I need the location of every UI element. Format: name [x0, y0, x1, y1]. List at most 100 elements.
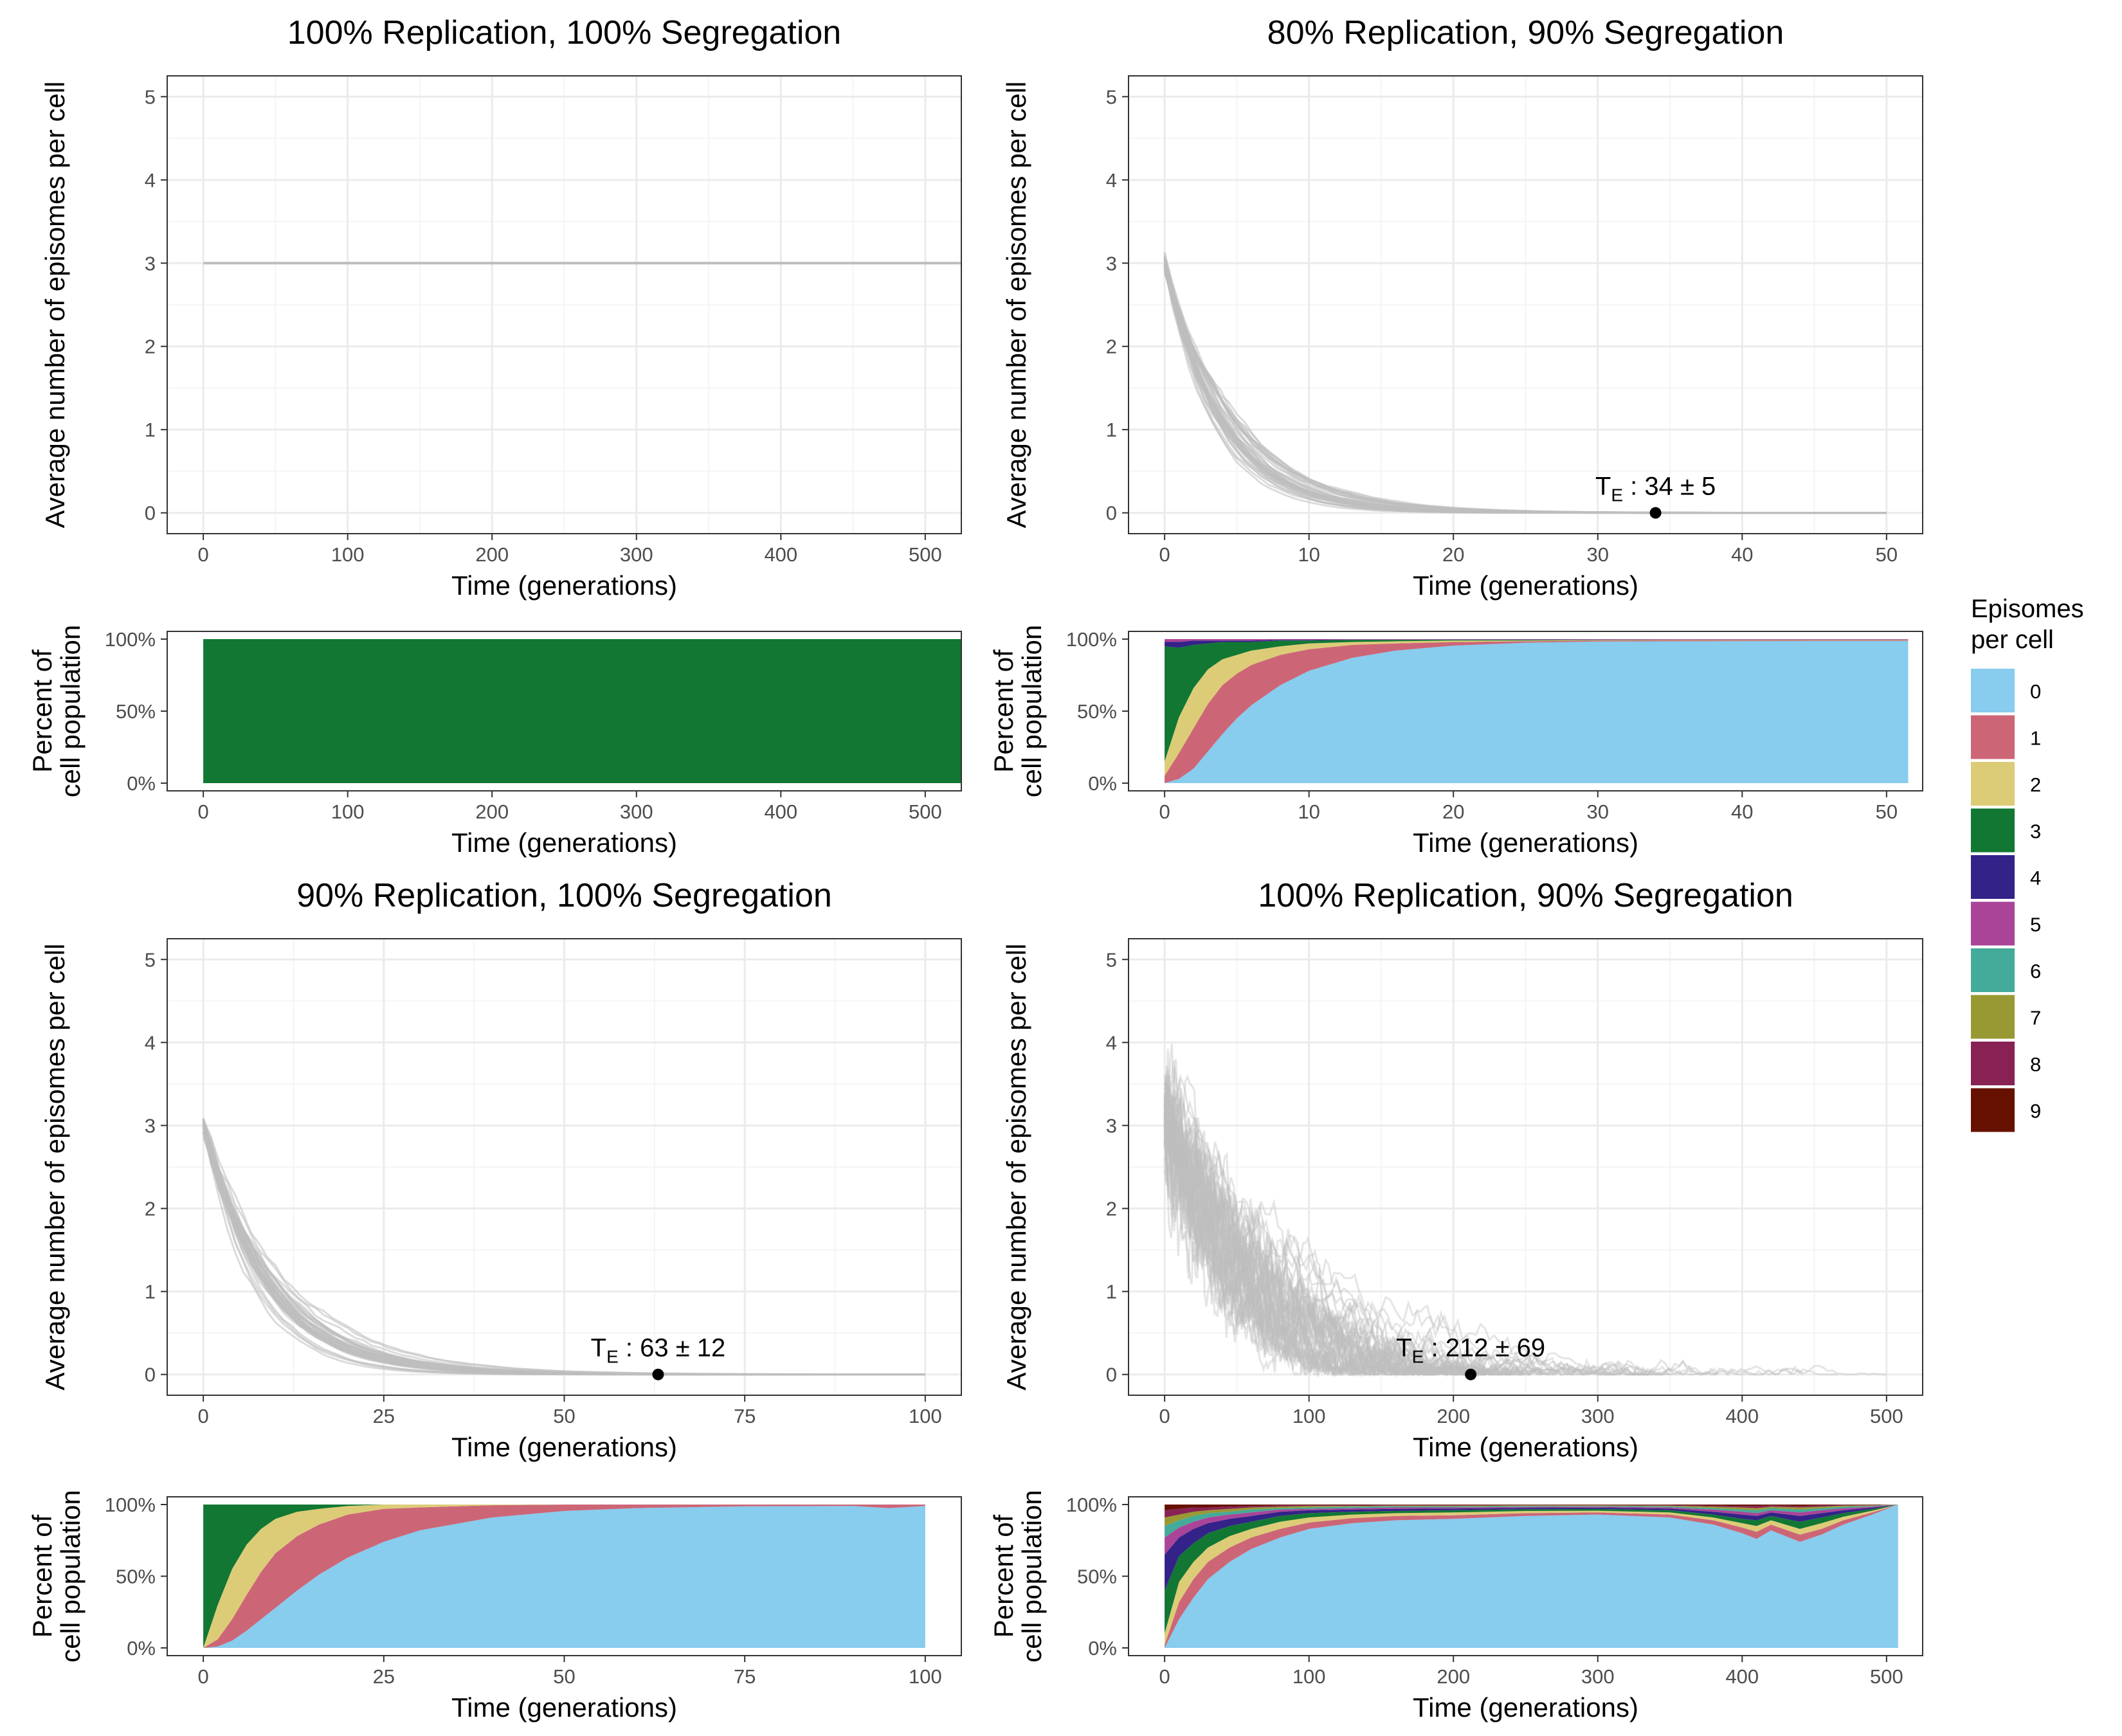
extinction-label-sub: E — [1412, 1347, 1424, 1367]
x-tick-label: 75 — [734, 1405, 756, 1427]
trace-line — [1163, 1112, 1530, 1376]
legend-label: 5 — [2030, 914, 2041, 936]
chart-title: 90% Replication, 100% Segregation — [296, 877, 832, 914]
legend-label: 0 — [2030, 680, 2041, 703]
area-layer-3 — [1165, 1505, 1898, 1634]
x-tick-label: 25 — [373, 1405, 395, 1427]
x-tick-label: 40 — [1731, 543, 1753, 566]
x-axis-label: Time (generations) — [1413, 1432, 1638, 1462]
plot-border — [167, 938, 962, 1396]
trace-line — [1163, 1082, 1521, 1376]
trace-line — [1163, 1105, 1559, 1377]
y-tick-label: 100% — [105, 628, 156, 651]
y-tick-label: 3 — [145, 1114, 156, 1137]
trace-line — [1163, 1069, 1348, 1376]
trace-line — [1163, 1043, 1459, 1377]
extinction-label-value: : 34 ± 5 — [1623, 473, 1716, 501]
plot-border — [167, 631, 962, 791]
y-tick-label: 0 — [145, 1364, 156, 1386]
legend-label: 8 — [2030, 1053, 2041, 1076]
area-plot: 0% 50% 100% 0 100 200 300 400 500 Time (generatio… — [27, 625, 962, 858]
trace-line — [1163, 1096, 1440, 1377]
y-axis-label-line1: Percent of — [988, 1514, 1019, 1638]
x-tick-label: 10 — [1298, 543, 1319, 566]
x-tick-label: 0 — [198, 1405, 209, 1427]
y-tick-label: 0% — [1088, 772, 1117, 795]
plot-border — [167, 1496, 962, 1656]
legend-swatch-3 — [1971, 808, 2015, 853]
trace-line — [1163, 1127, 1669, 1377]
trace-line — [1163, 1113, 1336, 1375]
y-tick-label: 100% — [1066, 628, 1117, 651]
x-tick-label: 500 — [1870, 1405, 1903, 1427]
trace-line — [1163, 1075, 1388, 1377]
trace-line — [1164, 1116, 1492, 1376]
y-tick-label: 100% — [105, 1494, 156, 1516]
legend-label: 2 — [2030, 773, 2041, 796]
trace-line — [1163, 1103, 1402, 1377]
x-tick-label: 20 — [1442, 800, 1464, 823]
trace-line — [1163, 1105, 1543, 1376]
trace-line — [1163, 1114, 1646, 1376]
trace-line — [1163, 1114, 1649, 1376]
trace-line — [1164, 1131, 1887, 1377]
legend-swatch-7 — [1971, 995, 2015, 1039]
x-tick-label: 100 — [1292, 1665, 1326, 1688]
area-layer-0 — [1165, 640, 1909, 783]
legend-swatch-2 — [1971, 762, 2015, 806]
trace-line — [1163, 1137, 1354, 1378]
plot-border — [167, 75, 962, 534]
legend-swatch-8 — [1971, 1042, 2015, 1085]
trace-line — [1163, 1123, 1447, 1377]
trace-line — [1163, 1114, 1474, 1378]
y-axis-label: Average number of episomes per cell — [40, 944, 70, 1391]
trace-line — [1163, 1098, 1494, 1378]
y-tick-label: 3 — [145, 252, 156, 275]
y-tick-label: 0% — [127, 1637, 156, 1659]
trace-line — [1163, 1119, 1476, 1376]
legend-swatch-9 — [1971, 1088, 2015, 1132]
y-tick-label: 4 — [1106, 1031, 1117, 1054]
extinction-label: TE : 34 ± 5 — [1595, 473, 1716, 505]
x-tick-label: 300 — [1581, 1405, 1615, 1427]
legend-label: 7 — [2030, 1007, 2041, 1029]
y-tick-label: 1 — [145, 419, 156, 441]
legend-swatch-4 — [1971, 855, 2015, 899]
area-layer-3 — [203, 639, 962, 783]
trace-line — [1163, 1067, 1566, 1377]
y-tick-label: 2 — [1106, 1198, 1117, 1220]
x-axis-label: Time (generations) — [451, 827, 677, 858]
trace-line — [1163, 1049, 1426, 1376]
trace-line — [1163, 1097, 1453, 1377]
x-axis-label: Time (generations) — [1413, 1692, 1638, 1722]
trace-line — [1164, 1101, 1432, 1377]
y-axis-label-line1: Percent of — [27, 649, 57, 773]
y-tick-label: 3 — [1106, 252, 1117, 275]
trace-line — [1163, 1078, 1653, 1377]
y-axis-label-line2: cell population — [1017, 1490, 1047, 1663]
trace-line — [1163, 1092, 1408, 1376]
y-tick-label: 5 — [1106, 86, 1117, 108]
area-layer-1 — [203, 1505, 925, 1648]
x-tick-label: 100 — [909, 1665, 942, 1688]
trace-line — [1164, 1118, 1514, 1378]
y-tick-label: 0 — [145, 502, 156, 525]
y-axis-label: Percent ofcell population — [27, 1490, 86, 1663]
trace-line — [1163, 1081, 1419, 1376]
y-tick-label: 4 — [1106, 169, 1117, 192]
y-tick-label: 5 — [145, 948, 156, 971]
legend-swatch-5 — [1971, 901, 2015, 946]
trace-line — [1163, 1076, 1405, 1378]
plot-border — [1128, 1496, 1923, 1656]
legend-swatch-0 — [1971, 669, 2015, 712]
chart-c: 90% Replication, 100% Segregation0123450… — [27, 877, 962, 1722]
area-plot: 0% 50% 100% 0 25 50 75 100 Time (generations) Per… — [27, 1490, 962, 1722]
y-axis-label-line2: cell population — [55, 1490, 86, 1663]
extinction-label-value: : 212 ± 69 — [1424, 1334, 1545, 1362]
y-tick-label: 1 — [145, 1281, 156, 1303]
area-layer-3 — [1165, 640, 1909, 762]
x-tick-label: 50 — [553, 1665, 575, 1688]
y-axis-label-line2: cell population — [55, 625, 86, 798]
plot-border — [1128, 75, 1923, 534]
